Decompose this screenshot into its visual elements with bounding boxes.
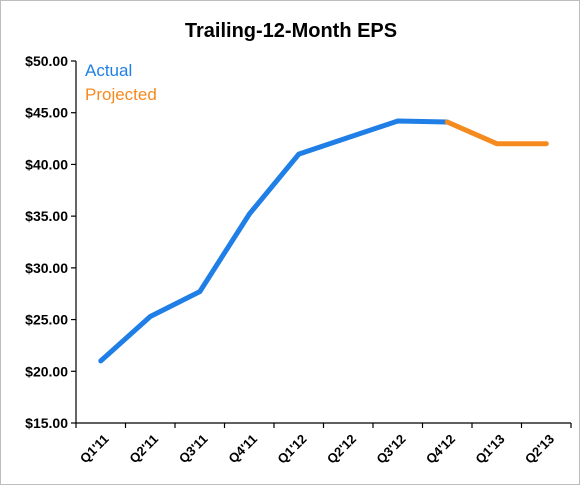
x-tick-label: Q4'12 [423,431,458,466]
y-tick-label: $30.00 [25,260,68,276]
y-tick-label: $20.00 [25,363,68,379]
x-axis-ticks: Q1'11 Q2'11 Q3'11 Q4'11 Q1'12 Q2'12 Q3'12 Q4'12… [75,423,572,467]
y-tick-label: $40.00 [25,156,68,172]
legend-projected: Projected [85,85,157,104]
x-tick-label: Q4'11 [225,431,260,466]
x-tick-label: Q1'13 [472,431,507,466]
y-tick-label: $35.00 [25,208,68,224]
x-tick-label: Q2'11 [126,431,161,466]
y-tick-label: $25.00 [25,312,68,328]
x-tick-label: Q1'11 [77,431,112,466]
x-tick-label: Q3'11 [176,431,211,466]
x-tick-label: Q2'13 [522,431,557,466]
chart-title: Trailing-12-Month EPS [185,20,397,42]
series-line-actual [98,118,450,364]
y-axis-ticks: $15.00 $20.00 $25.00 $30.00 $35.00 $40.00 $45.… [25,53,76,431]
y-tick-label: $15.00 [25,415,68,431]
x-tick-label: Q3'12 [373,431,408,466]
series-line-projected [444,119,549,147]
series-lines [98,118,549,364]
legend-actual: Actual [85,61,132,80]
x-tick-label: Q2'12 [324,431,359,466]
y-tick-label: $45.00 [25,105,68,121]
y-tick-label: $50.00 [25,53,68,69]
x-tick-label: Q1'12 [274,431,309,466]
